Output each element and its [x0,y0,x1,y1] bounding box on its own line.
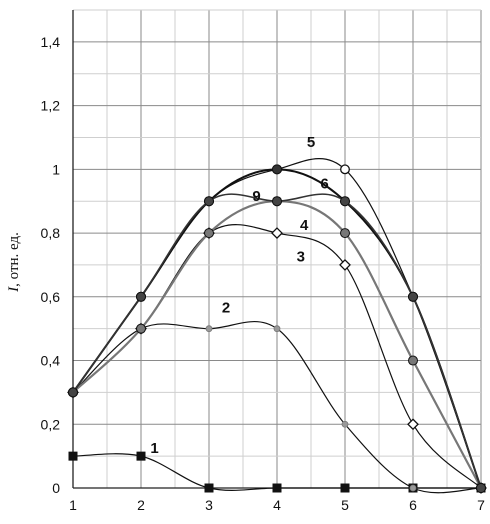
y-tick-label: 0,4 [41,353,61,369]
data-point [476,483,486,493]
data-point [273,325,281,333]
data-point [339,259,351,271]
y-axis-label: I, отн. ед. [6,232,22,293]
data-point [340,164,350,175]
data-point [272,196,282,207]
data-point [408,291,418,302]
series-layer: 1 2 3 4 5 6 9 [67,134,487,494]
data-point [340,483,350,493]
series-label: 1 [150,440,158,457]
x-tick-label: 7 [477,497,485,513]
grid [73,9,482,488]
series-label: 6 [320,175,328,192]
y-tick-label: 0,2 [41,416,61,432]
data-point [205,325,213,333]
data-point [407,418,419,431]
y-tick-label: 1,2 [41,98,61,114]
data-point [204,228,214,239]
data-point [340,228,350,239]
data-point [271,227,283,239]
data-point [409,484,417,492]
data-point [136,323,146,334]
x-tick-label: 5 [341,497,349,513]
x-tick-label: 3 [205,497,213,513]
y-axis-label-symbol: I [6,286,22,293]
y-tick-label: 0 [52,480,60,496]
data-point [272,164,282,175]
data-point [136,291,146,302]
y-tick-label: 0,6 [41,289,61,305]
data-point [341,420,349,428]
y-tick-label: 1,4 [41,34,61,50]
data-point [204,196,214,207]
series-label: 9 [252,188,260,205]
data-point [340,196,350,207]
y-tick-label: 1 [52,161,60,177]
series-label: 2 [222,300,230,317]
series-label: 3 [297,249,305,266]
series-label: 4 [300,217,309,234]
series-label: 5 [307,134,315,151]
data-point [408,355,418,366]
x-tick-label: 6 [409,497,417,513]
y-axis-label-units: , отн. ед. [6,232,22,287]
data-point [204,483,214,493]
data-point [68,387,78,398]
x-tick-label: 2 [137,497,145,513]
tick-labels: 1 2 3 4 5 6 7 0 0,2 0,4 0,6 0,8 1 1,2 1,4 [41,34,486,513]
y-tick-label: 0,8 [41,225,61,241]
x-tick-label: 1 [69,497,77,513]
data-point [136,451,146,461]
data-point [68,451,78,461]
data-point [272,483,282,493]
x-tick-label: 4 [273,497,281,513]
series-9: 9 [68,188,486,493]
